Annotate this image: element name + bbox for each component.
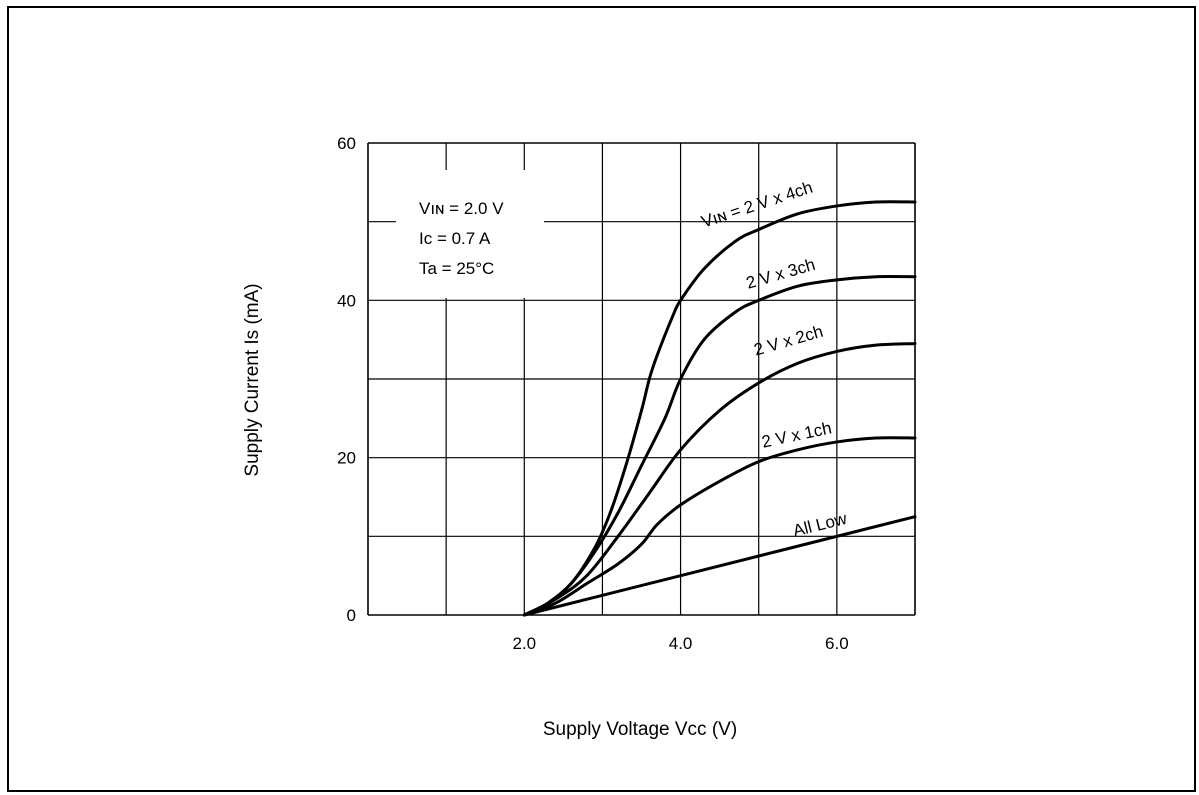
x-tick-label: 2.0 — [512, 634, 536, 653]
series-2ch-label: 2 V x 2ch — [752, 322, 825, 360]
conditions-box — [396, 170, 544, 298]
x-tick-label: 6.0 — [825, 634, 849, 653]
series-3ch-label: 2 V x 3ch — [744, 255, 817, 293]
series-2ch-curve — [522, 342, 917, 617]
y-tick-label: 40 — [337, 291, 356, 310]
curve-labels: Vıɴ = 2 V x 4ch 2 V x 3ch 2 V x 2ch 2 V x 1… — [699, 178, 849, 541]
figure-frame — [7, 6, 1196, 792]
series-3ch-curve — [522, 275, 917, 617]
y-tick-label: 60 — [337, 134, 356, 153]
condition-vin: Vıɴ = 2.0 V — [419, 199, 504, 218]
condition-ta: Ta = 25°C — [419, 259, 494, 278]
series-4ch-curve — [522, 200, 917, 617]
x-tick-label: 4.0 — [669, 634, 693, 653]
series-all-low-curve — [522, 515, 917, 617]
curves — [522, 200, 917, 617]
y-tick-label: 0 — [347, 606, 356, 625]
y-axis-title: Supply Current Is (mA) — [242, 283, 263, 476]
condition-ic: Ic = 0.7 A — [419, 229, 491, 248]
tick-labels: 2.0 4.0 6.0 0 20 40 60 — [337, 134, 849, 653]
series-4ch-label: Vıɴ = 2 V x 4ch — [699, 178, 815, 232]
y-tick-label: 20 — [337, 449, 356, 468]
series-1ch-curve — [522, 436, 917, 617]
series-1ch-label: 2 V x 1ch — [760, 418, 833, 451]
x-axis-title: Supply Voltage Vcc (V) — [543, 719, 737, 740]
